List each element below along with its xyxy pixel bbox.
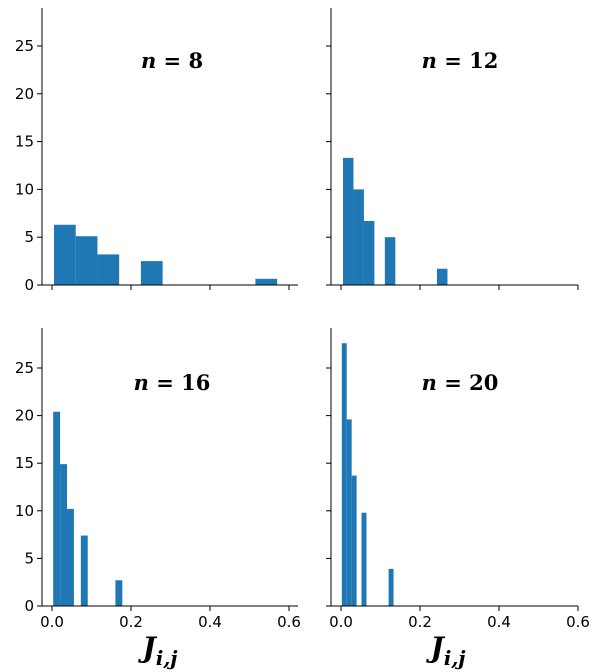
ytick-label-n16-1: 5 [24, 549, 34, 567]
bar-n12-3 [384, 237, 396, 285]
y-ticks-n16: 0 5 10 15 20 25 [15, 359, 42, 615]
x-ticks-n20: 0.0 0.2 0.4 0.6 [329, 606, 590, 631]
ytick-label-n16-3: 15 [15, 454, 34, 472]
ytick-label-n16-2: 10 [15, 502, 34, 520]
panel-title-n16: n = 16 [134, 370, 211, 395]
xtick-label-n16-0: 0.0 [40, 613, 64, 631]
x-ticks-n8 [51, 285, 290, 290]
xtick-label-n20-1: 0.2 [408, 613, 432, 631]
xtick-label-n20-0: 0.0 [329, 613, 353, 631]
bars-n16 [53, 411, 123, 606]
bar-n12-0 [342, 157, 354, 285]
ytick-label-n8-0: 0 [24, 276, 34, 294]
xtick-label-n16-1: 0.2 [119, 613, 143, 631]
bar-n20-1 [346, 419, 352, 606]
y-ticks-n12 [326, 45, 331, 286]
bars-n12 [342, 157, 448, 285]
bar-n8-0 [53, 224, 76, 285]
ytick-label-n16-5: 25 [15, 359, 34, 377]
bar-n16-4 [115, 580, 123, 606]
bar-n16-2 [67, 508, 74, 606]
ytick-label-n16-0: 0 [24, 597, 34, 615]
ytick-label-n8-3: 15 [15, 133, 34, 151]
bar-n16-0 [53, 411, 61, 606]
bar-n8-1 [75, 236, 98, 285]
panel-n20: 0.0 0.2 0.4 0.6 n = 20 Ji,j [326, 328, 590, 670]
bars-n20 [341, 343, 394, 606]
bar-n12-2 [363, 220, 375, 285]
panel-n8: 0 5 10 15 20 25 n = 8 [15, 8, 298, 294]
x-ticks-n12 [340, 285, 579, 290]
xtick-label-n20-2: 0.4 [487, 613, 511, 631]
panel-title-n12: n = 12 [422, 48, 499, 73]
bar-n8-3 [140, 261, 163, 285]
bar-n12-4 [436, 268, 448, 285]
bar-n16-1 [60, 464, 68, 606]
ytick-label-n8-1: 5 [24, 228, 34, 246]
x-axis-label-n16: Ji,j [137, 631, 178, 670]
bar-n20-3 [361, 512, 367, 606]
ytick-label-n8-4: 20 [15, 85, 34, 103]
ytick-label-n16-4: 20 [15, 407, 34, 425]
xtick-label-n20-3: 0.6 [566, 613, 590, 631]
ytick-label-n8-5: 25 [15, 37, 34, 55]
bar-n20-4 [388, 568, 394, 606]
bars-n8 [53, 224, 278, 285]
x-ticks-n16: 0.0 0.2 0.4 0.6 [40, 606, 301, 631]
panel-n16: 0 5 10 15 20 25 0.0 0.2 0.4 0.6 n = 16 Ji,j [15, 328, 301, 670]
xtick-label-n16-2: 0.4 [198, 613, 222, 631]
panel-title-n8: n = 8 [141, 48, 203, 73]
bar-n12-1 [353, 189, 364, 285]
panel-n12: n = 12 [326, 8, 579, 290]
ytick-label-n8-2: 10 [15, 180, 34, 198]
panel-title-n20: n = 20 [422, 370, 499, 395]
y-ticks-n20 [326, 367, 331, 607]
bar-n20-2 [351, 475, 357, 606]
bar-n8-4 [255, 278, 278, 285]
x-axis-label-n20: Ji,j [425, 631, 466, 670]
bar-n8-2 [97, 254, 120, 285]
bar-n20-0 [341, 343, 347, 606]
bar-n16-3 [80, 535, 88, 606]
y-ticks-n8: 0 5 10 15 20 25 [15, 37, 42, 294]
xtick-label-n16-3: 0.6 [277, 613, 301, 631]
